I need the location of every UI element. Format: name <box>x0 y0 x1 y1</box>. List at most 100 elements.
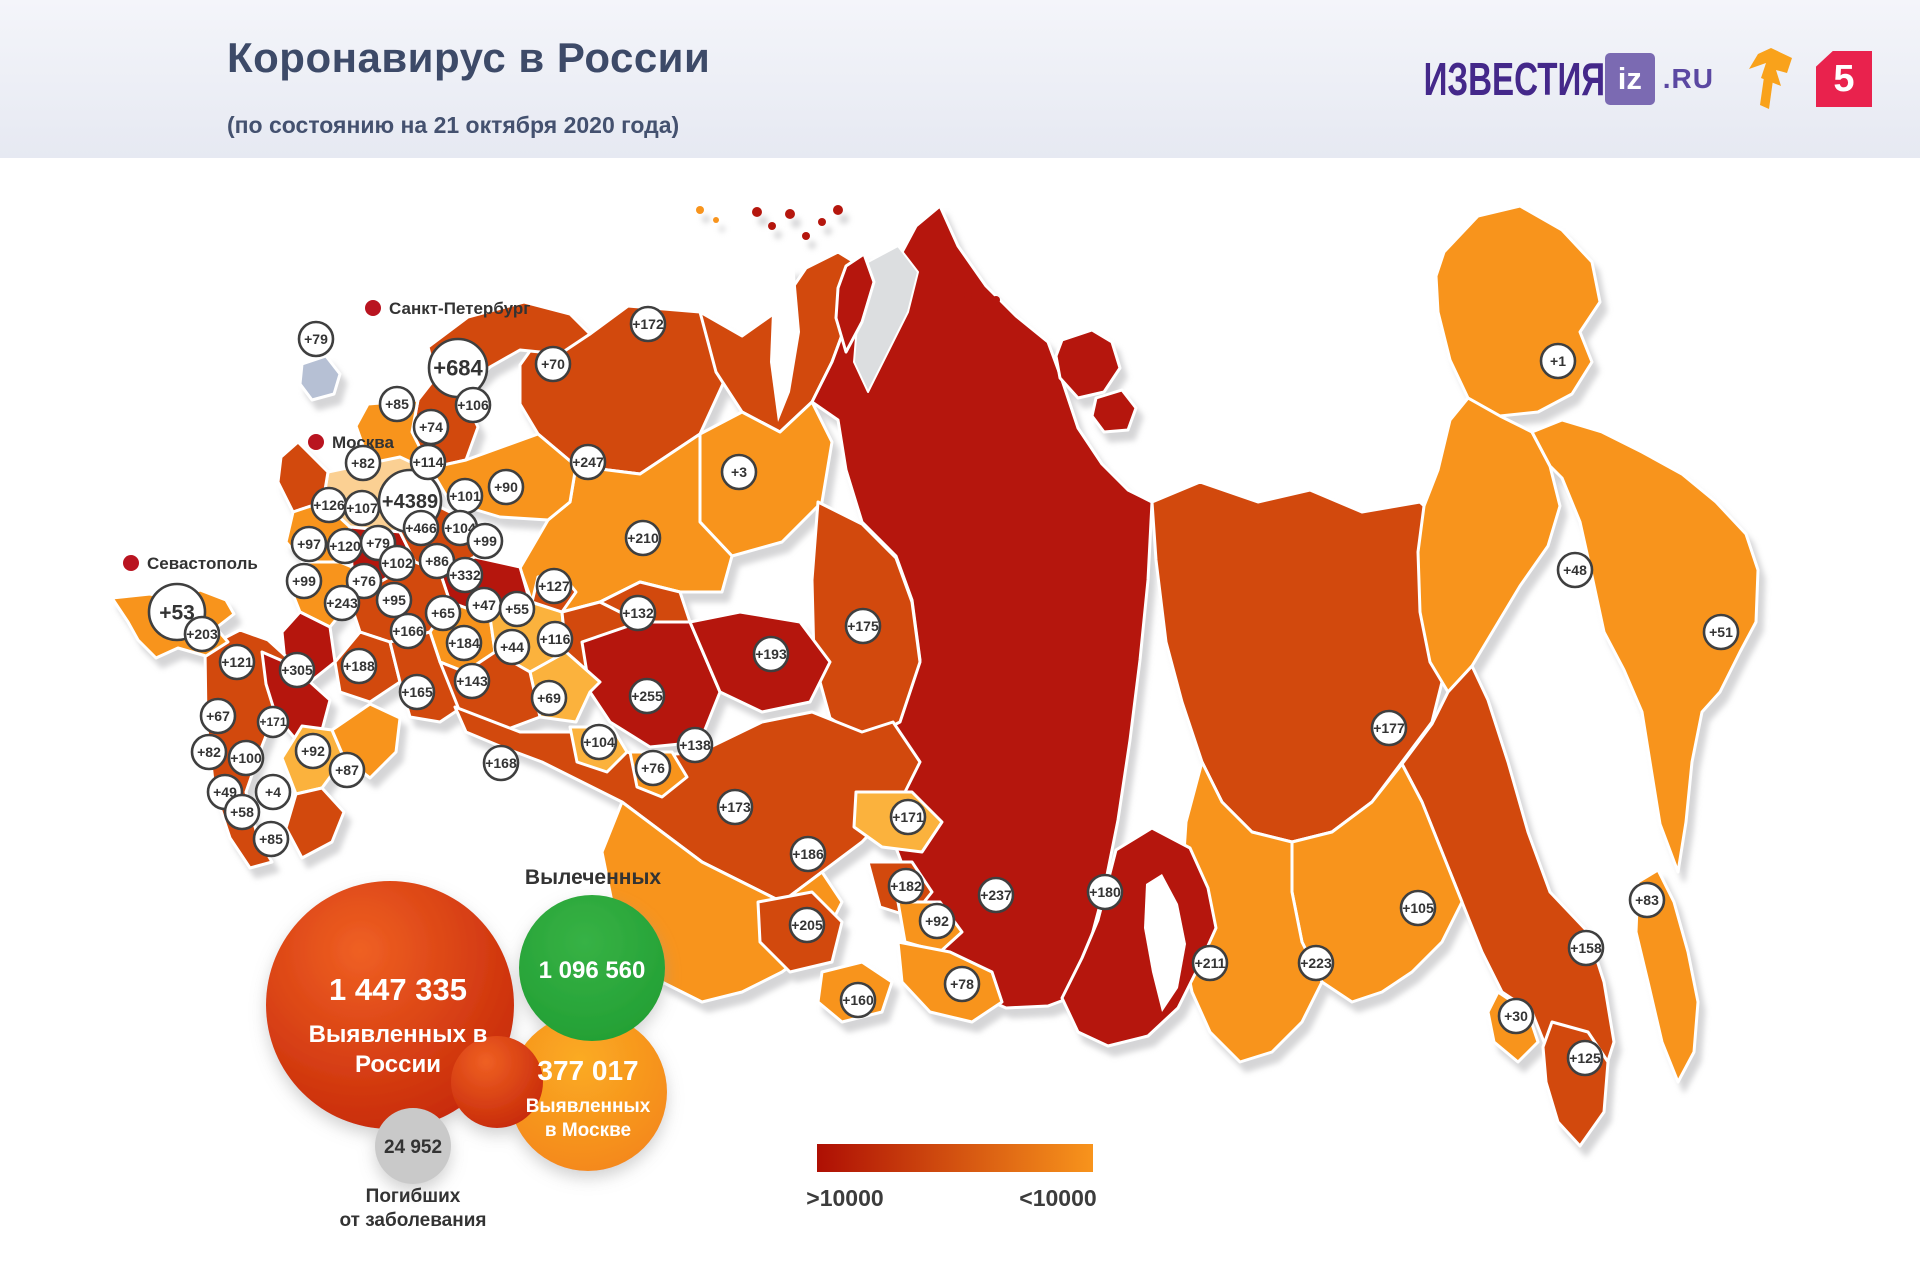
badge-circle <box>1628 881 1666 919</box>
badge-value: +168 <box>485 755 517 771</box>
city-label: Санкт-Петербург <box>389 299 530 318</box>
region-badge: +116 <box>536 620 574 658</box>
deaths-label-2: от заболевания <box>340 1210 487 1231</box>
badge-value: +175 <box>847 618 879 634</box>
deaths-bubble <box>375 1108 451 1184</box>
region-badge: +44 <box>493 628 531 666</box>
region-badge: +55 <box>498 590 536 628</box>
region-badge: +86 <box>418 542 456 580</box>
badge-value: +49 <box>213 784 237 800</box>
badge-value: +186 <box>792 846 824 862</box>
region-badge: +106 <box>454 386 492 424</box>
region-badge: +47 <box>465 586 503 624</box>
region-badge: +67 <box>199 697 237 735</box>
region-kaliningrad <box>298 354 342 402</box>
badge-value: +55 <box>505 601 529 617</box>
region-badge: +210 <box>624 519 662 557</box>
region-badge: +177 <box>1370 709 1408 747</box>
badge-circle <box>190 733 228 771</box>
badge-circle <box>534 345 572 383</box>
badge-value: +116 <box>540 631 571 647</box>
badge-value: +193 <box>755 646 787 662</box>
badge-circle <box>1297 944 1335 982</box>
region-badge: +97 <box>290 525 328 563</box>
badge-circle <box>580 723 618 761</box>
city-marker-dot <box>123 555 139 571</box>
region-badge: +211 <box>1191 944 1229 982</box>
region-badge: +165 <box>398 673 436 711</box>
region-badge: +78 <box>943 965 981 1003</box>
badge-value: +58 <box>230 804 254 820</box>
badge-value: +67 <box>206 708 230 724</box>
region-sakhalin <box>1634 868 1700 1084</box>
region-badge: +102 <box>378 544 416 582</box>
badge-circle <box>720 453 758 491</box>
region-ynao-south <box>698 400 834 558</box>
badge-value: +114 <box>413 454 444 470</box>
badge-value: +171 <box>892 809 924 825</box>
region-badge: +255 <box>628 677 666 715</box>
badge-value: +104 <box>444 520 476 536</box>
region-badge: +83 <box>1628 881 1666 919</box>
badge-value: +30 <box>1504 1008 1528 1024</box>
region-badge: +205 <box>788 906 826 944</box>
region-badge: +3 <box>720 453 758 491</box>
region-badge: +79 <box>297 320 335 358</box>
badge-circle <box>844 607 882 645</box>
region-badge: +171 <box>889 798 927 836</box>
badge-circle <box>424 594 462 632</box>
badge-circle <box>297 320 335 358</box>
izvestia-logo: ИЗВЕСТИЯ <box>1423 53 1605 105</box>
badge-circle <box>1370 709 1408 747</box>
island-novaya-zemlya-south <box>834 252 876 354</box>
badge-circle <box>752 635 790 673</box>
badge-value: +44 <box>500 639 524 655</box>
region-badge: +121 <box>218 643 256 681</box>
city-marker-dot <box>308 434 324 450</box>
badges-layer: +684 +4389 +53 +171 +79 +172 +70 +85 +106 +74 +114… <box>147 305 1740 1077</box>
region-badge: +76 <box>345 562 383 600</box>
badge-value: +79 <box>304 331 328 347</box>
badge-circle <box>789 835 827 873</box>
region-badge: +684 <box>427 337 489 399</box>
badge-value: +82 <box>351 455 375 471</box>
region-badge: +466 <box>402 509 440 547</box>
region-badge: +101 <box>446 477 484 515</box>
badge-value: +125 <box>1569 1050 1601 1066</box>
region-badge: +105 <box>1399 889 1437 927</box>
badge-value: +173 <box>719 799 751 815</box>
badge-circle <box>918 902 956 940</box>
badge-circle <box>676 726 714 764</box>
lake-baikal <box>1144 874 1186 1012</box>
city-label: Севастополь <box>147 554 258 573</box>
badge-circle <box>1567 929 1605 967</box>
badge-circle <box>530 679 568 717</box>
badge-value: +180 <box>1089 884 1121 900</box>
iz-ru-logo-icon: iz <box>1604 53 1655 105</box>
region-badge: +125 <box>1566 1039 1604 1077</box>
region-badge: +82 <box>344 444 382 482</box>
badge-circle <box>628 677 666 715</box>
region-badge: +186 <box>789 835 827 873</box>
badge-circle <box>378 385 416 423</box>
island-new-siberian-2 <box>1090 388 1138 434</box>
badge-value: +92 <box>301 743 325 759</box>
badge-value: +99 <box>292 573 316 589</box>
badge-value: +210 <box>627 530 659 546</box>
badge-circle <box>1497 997 1535 1035</box>
badge-circle <box>328 751 366 789</box>
badge-circle <box>340 647 378 685</box>
badge-circle <box>1191 944 1229 982</box>
region-badge: +332 <box>446 556 484 594</box>
region-badge: +184 <box>445 624 483 662</box>
region-badge: +175 <box>844 607 882 645</box>
badge-value: +69 <box>537 690 561 706</box>
region-badge: +90 <box>487 468 525 506</box>
badge-value: +172 <box>632 316 664 332</box>
stats-bubbles <box>266 881 667 1184</box>
legend-gradient-bar <box>817 1144 1093 1172</box>
badge-circle <box>409 443 447 481</box>
badge-circle <box>218 643 256 681</box>
badge-value: +83 <box>1635 892 1659 908</box>
